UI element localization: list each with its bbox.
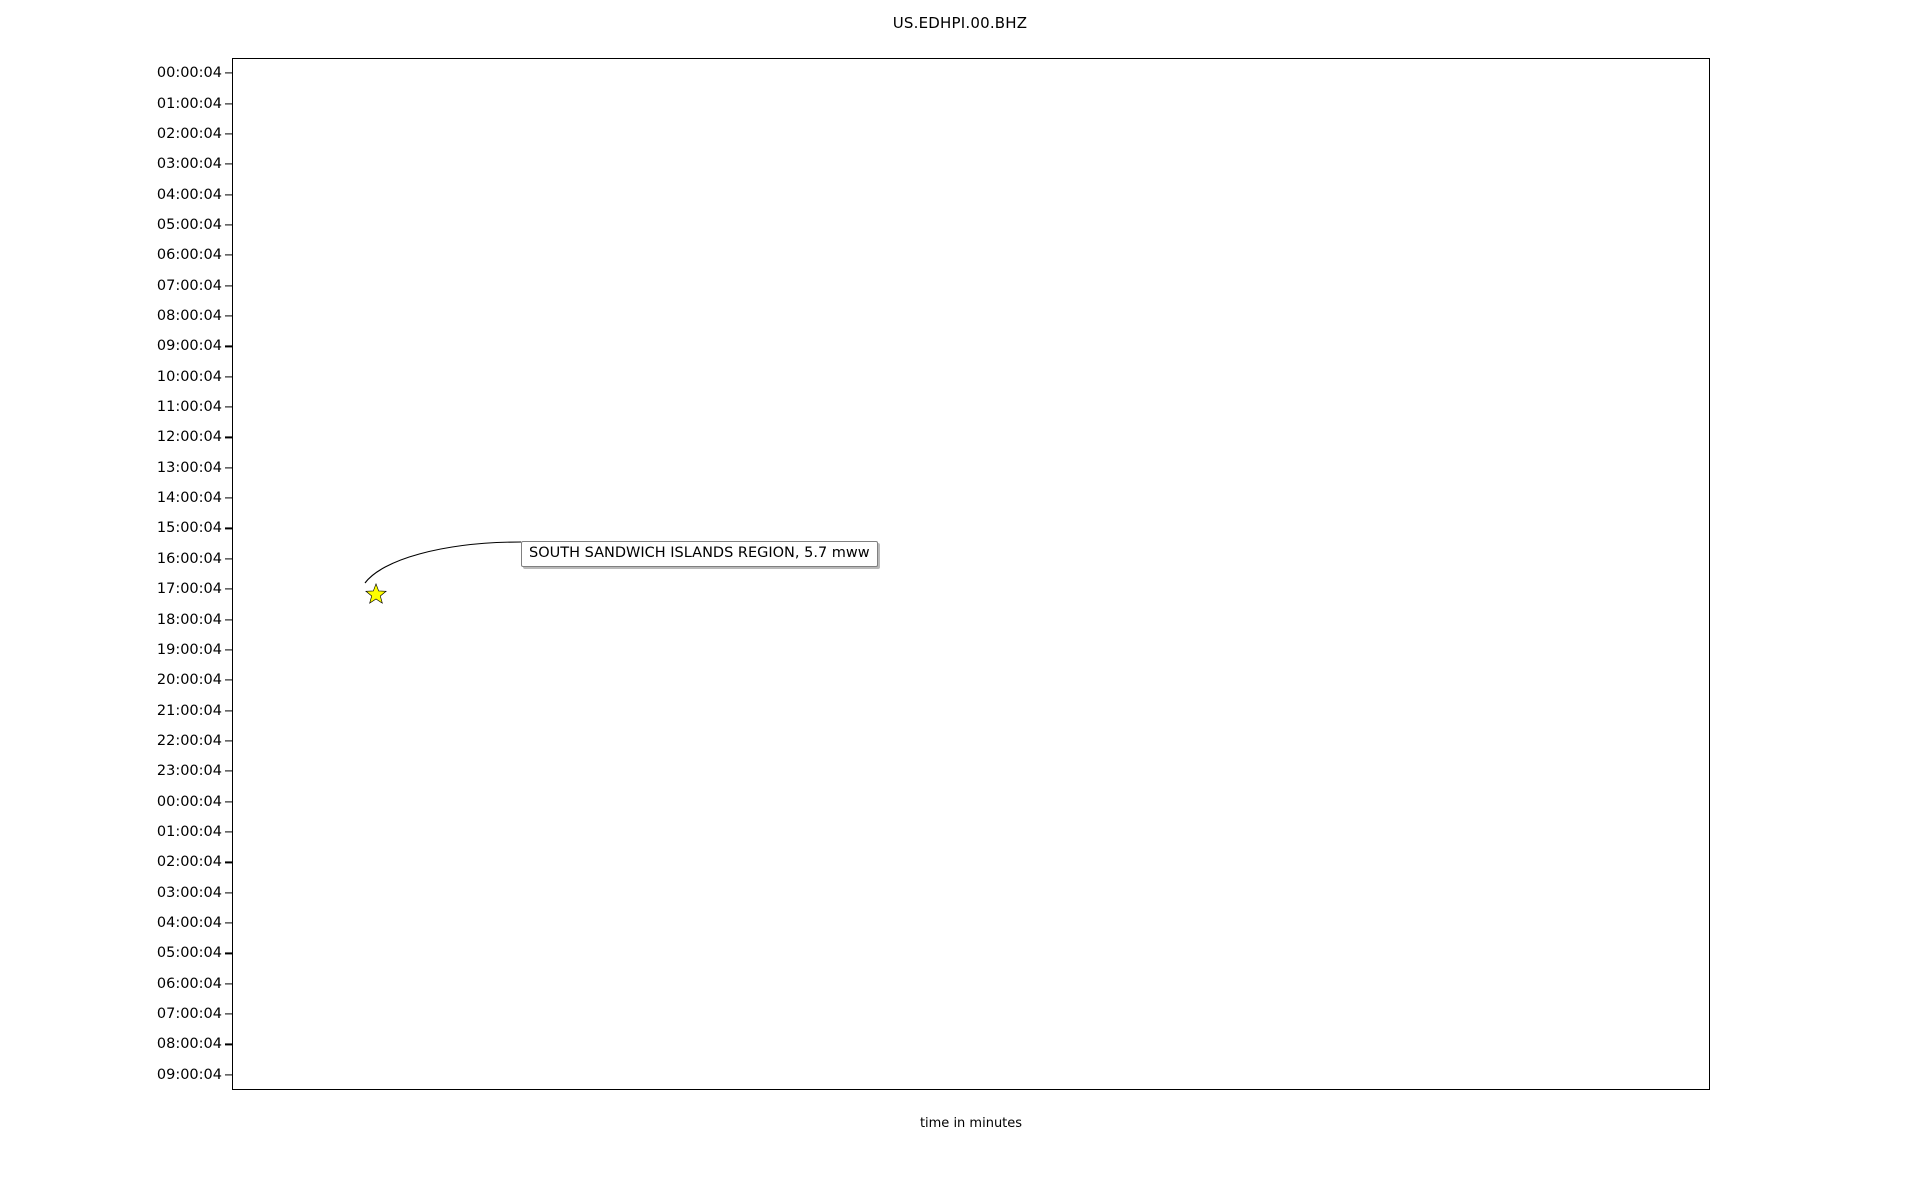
y-axis-tick-mark (225, 254, 232, 256)
y-axis-tick-mark (225, 952, 232, 954)
y-axis-tick-mark (225, 102, 232, 105)
y-axis-tick-mark (225, 497, 232, 499)
y-axis-tick-mark (225, 588, 232, 590)
y-axis-tick-mark (225, 649, 232, 651)
y-axis-tick-label: 07:00:04 (156, 1006, 222, 1023)
y-axis-tick-label: 04:00:04 (156, 915, 222, 932)
y-axis-tick-mark (225, 892, 232, 894)
y-axis-tick-mark (225, 709, 232, 712)
y-axis-tick-label: 10:00:04 (156, 368, 222, 385)
y-axis-tick-label: 17:00:04 (156, 581, 222, 598)
y-axis-tick-mark (225, 1074, 232, 1076)
y-axis-tick-label: 09:00:04 (156, 338, 222, 355)
earthquake-annotation-label: SOUTH SANDWICH ISLANDS REGION, 5.7 mww (521, 541, 878, 567)
y-axis-tick-label: 16:00:04 (156, 550, 222, 567)
plot-area (232, 58, 1710, 1090)
y-axis-tick-mark (225, 801, 232, 803)
y-axis-tick-mark (225, 133, 232, 135)
y-axis-tick-mark (225, 922, 232, 924)
y-axis-tick-mark (225, 770, 232, 772)
y-axis-tick-mark (225, 467, 232, 469)
y-axis-tick-mark (225, 345, 232, 347)
y-axis-tick-mark (225, 831, 232, 833)
y-axis-tick-label: 22:00:04 (156, 732, 222, 749)
page-title: US.EDHPI.00.BHZ (892, 14, 1028, 32)
y-axis-tick-label: 06:00:04 (156, 975, 222, 992)
y-axis-tick-label: 23:00:04 (156, 763, 222, 780)
y-axis-tick-label: 00:00:04 (156, 793, 222, 810)
y-axis-tick-label: 07:00:04 (156, 277, 222, 294)
y-axis-tick-mark (225, 376, 232, 378)
y-axis-tick-mark (225, 436, 232, 438)
x-axis-label: time in minutes (919, 1116, 1023, 1131)
y-axis-tick-mark (225, 558, 232, 560)
y-axis-tick-label: 06:00:04 (156, 247, 222, 264)
y-axis-tick-label: 20:00:04 (156, 672, 222, 689)
y-axis-tick-mark (225, 163, 232, 165)
y-axis-labels: 00:00:04 01:00:04 02:00:04 03:00:04 04:00:04… (0, 58, 222, 1090)
y-axis-tick-label: 11:00:04 (156, 399, 222, 416)
y-axis-tick-mark (225, 285, 232, 287)
y-axis-tick-label: 09:00:04 (156, 1066, 222, 1083)
y-axis-tick-label: 19:00:04 (156, 641, 222, 658)
y-axis-tick-label: 08:00:04 (156, 308, 222, 324)
y-axis-tick-label: 18:00:04 (156, 611, 222, 628)
y-axis-tick-mark (225, 679, 232, 681)
y-axis-tick-label: 04:00:04 (156, 186, 222, 203)
y-axis-tick-mark (225, 740, 232, 742)
y-axis-tick-mark (225, 861, 232, 863)
y-axis-tick-label: 15:00:04 (156, 520, 222, 537)
y-axis-tick-label: 05:00:04 (156, 216, 222, 233)
y-axis-tick-mark (225, 315, 232, 317)
y-axis-tick-label: 01:00:04 (156, 95, 222, 112)
y-axis-tick-label: 00:00:04 (156, 65, 222, 82)
y-axis-tick-mark (225, 406, 232, 408)
y-axis-tick-mark (225, 1043, 232, 1046)
y-axis-tick-label: 21:00:04 (156, 702, 222, 719)
y-axis-tick-mark (225, 527, 232, 530)
waveform-traces (232, 58, 1710, 1090)
y-axis-tick-label: 14:00:04 (156, 490, 222, 507)
y-axis-tick-label: 03:00:04 (156, 156, 222, 173)
y-axis-tick-mark (225, 224, 232, 226)
y-axis-tick-label: 08:00:04 (156, 1036, 222, 1053)
y-axis-tick-label: 12:00:04 (156, 429, 222, 446)
y-axis-tick-mark (225, 618, 232, 621)
y-axis-tick-mark (225, 1013, 232, 1015)
y-axis-tick-label: 13:00:04 (156, 459, 222, 476)
y-axis-tick-label: 05:00:04 (156, 945, 222, 962)
y-axis-tick-mark (225, 193, 232, 196)
y-axis-tick-label: 03:00:04 (156, 884, 222, 901)
y-axis-tick-label: 02:00:04 (156, 125, 222, 142)
y-axis-tick-label: 01:00:04 (156, 824, 222, 840)
y-axis-tick-mark (225, 72, 232, 74)
y-axis-tick-label: 02:00:04 (156, 854, 222, 871)
y-axis-tick-mark (225, 983, 232, 985)
